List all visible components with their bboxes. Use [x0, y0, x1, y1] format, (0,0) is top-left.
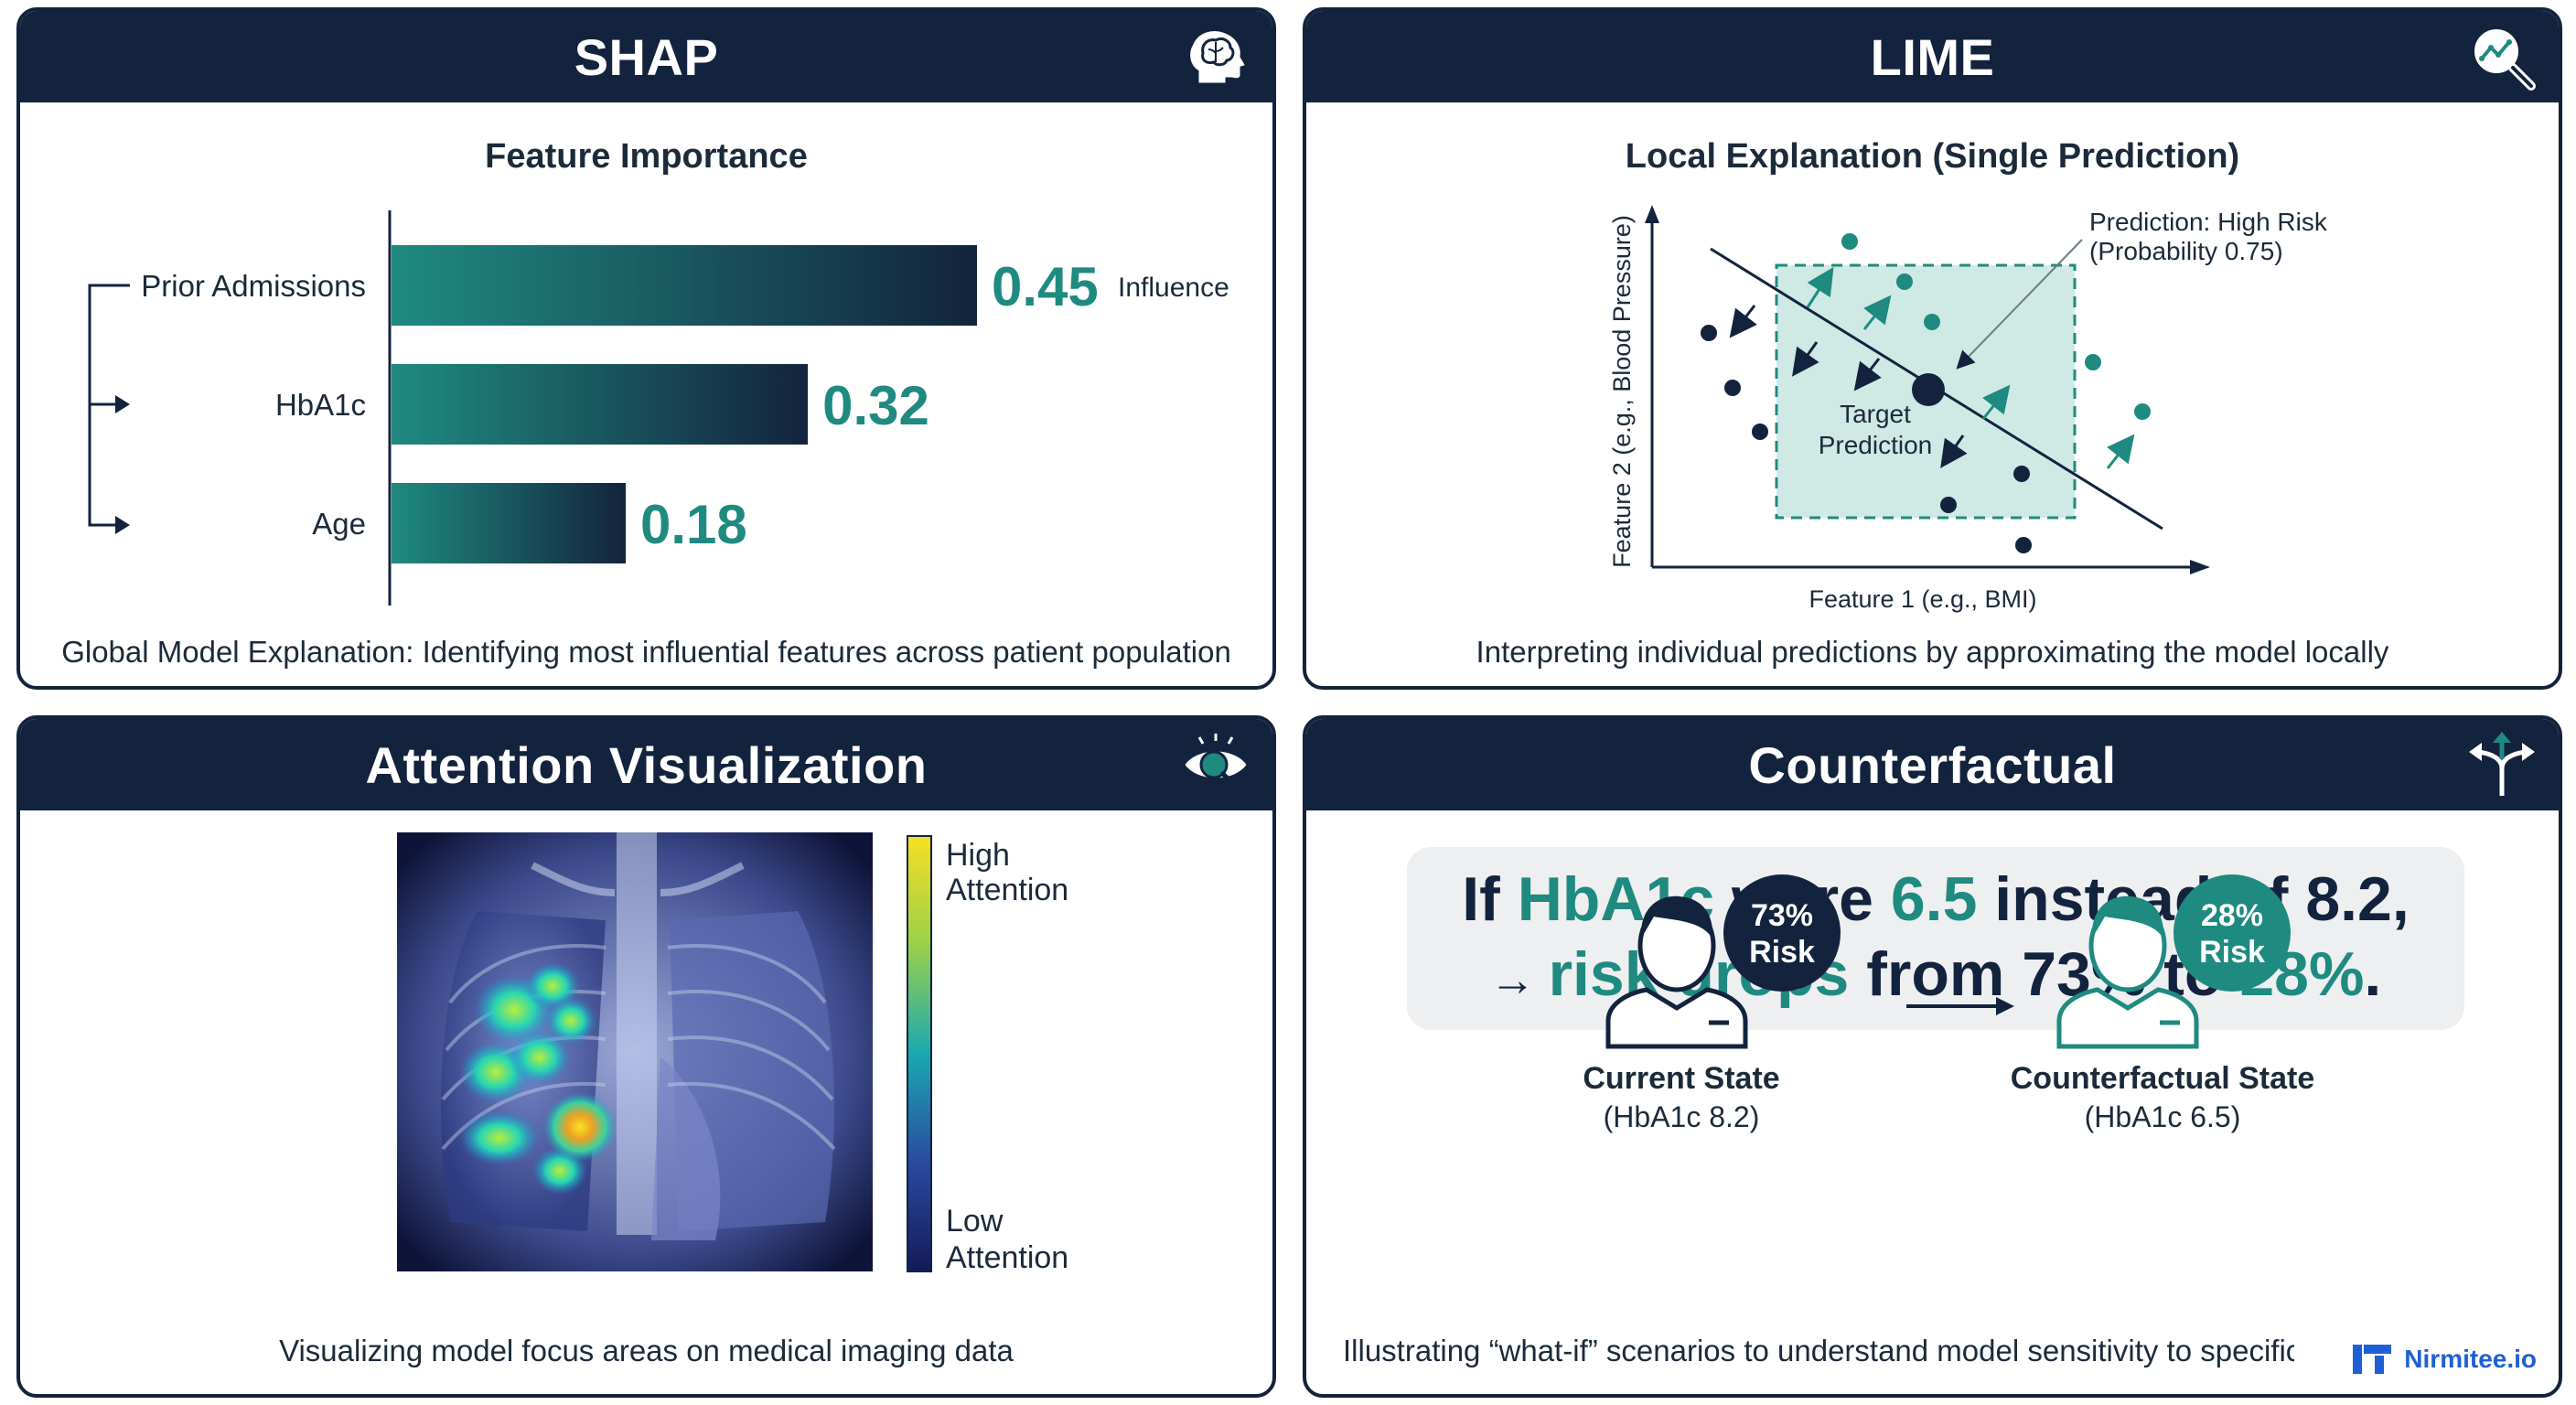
brand-name: Nirmitee.io: [2404, 1345, 2537, 1373]
attention-visual: High Attention Low Attention: [397, 832, 1068, 1275]
cf-text: .: [2364, 939, 2382, 1009]
attention-heatmap: [459, 962, 617, 1195]
feature-label: HbA1c: [275, 388, 366, 422]
perturbation-arrows: [1729, 239, 2135, 469]
counterfactual-caption: Illustrating “what-if” scenarios to unde…: [1343, 1334, 2294, 1367]
scatter-points: [1701, 233, 2151, 553]
shap-caption: Global Model Explanation: Identifying mo…: [61, 635, 1231, 669]
target-label-line1: Target: [1840, 400, 1911, 428]
shap-subtitle: Feature Importance: [485, 137, 808, 176]
person-icon-teal: [2056, 896, 2199, 1049]
attention-colorbar: [907, 835, 932, 1272]
shap-title: SHAP: [574, 27, 719, 86]
shap-panel: SHAP Feature Importance Prior Admissions…: [16, 7, 1276, 690]
colorbar-low-line1: Low: [946, 1204, 1004, 1239]
counterfactual-state-label: Counterfactual State: [2011, 1061, 2315, 1096]
current-risk-badge: [1723, 874, 1841, 992]
point: [2015, 537, 2032, 553]
point: [1752, 424, 1768, 440]
bar-age: [392, 483, 626, 563]
bar-hba1c: [392, 364, 809, 445]
lime-x-label: Feature 1 (e.g., BMI): [1809, 585, 2036, 613]
counterfactual-risk-badge: [2174, 874, 2291, 992]
point: [1896, 273, 1913, 290]
shap-bar-chart: Prior Admissions 0.45 HbA1c 0.32 Age 0.18 Inf…: [88, 210, 1229, 606]
attention-title: Attention Visualization: [365, 735, 928, 794]
influence-label: Influence: [1118, 273, 1229, 303]
attention-header: Attention Visualization: [20, 719, 1272, 810]
cf-text: If: [1462, 864, 1518, 934]
value-label: 0.45: [992, 256, 1099, 317]
brain-head-icon: [1187, 28, 1250, 86]
colorbar-high-line2: Attention: [946, 873, 1068, 907]
cf-new-value: 6.5: [1890, 864, 1978, 934]
current-state-label: Current State: [1583, 1061, 1779, 1096]
counterfactual-state-sub: (HbA1c 6.5): [2085, 1100, 2241, 1133]
target-point: [1912, 373, 1945, 406]
prediction-annotation-line2: (Probability 0.75): [2089, 237, 2283, 265]
lime-caption: Interpreting individual predictions by a…: [1476, 635, 2389, 669]
current-risk-value: 73%: [1751, 898, 1813, 933]
feature-label: Age: [312, 507, 366, 541]
counterfactual-risk-label: Risk: [2199, 935, 2265, 970]
feature-label: Prior Admissions: [141, 269, 366, 303]
value-label: 0.18: [640, 494, 747, 555]
current-state-sub: (HbA1c 8.2): [1604, 1100, 1760, 1133]
counterfactual-title: Counterfactual: [1748, 735, 2117, 794]
counterfactual-comparison: 73% Risk Current State (HbA1c 8.2) 28% R…: [1583, 874, 2315, 1133]
person-icon: [1605, 896, 1748, 1049]
point: [1940, 497, 1957, 513]
prediction-annotation-line1: Prediction: High Risk: [2089, 208, 2328, 236]
lime-y-label: Feature 2 (e.g., Blood Pressure): [1608, 215, 1636, 568]
point: [2085, 354, 2101, 370]
point: [2134, 403, 2151, 420]
attention-caption: Visualizing model focus areas on medical…: [279, 1334, 1014, 1367]
arrow-icon: →: [1489, 954, 1549, 1005]
lime-panel: LIME Local Explanation (Single Predictio…: [1303, 7, 2562, 690]
lime-header: LIME: [1306, 11, 2559, 102]
eye-magnifier-icon: [1180, 734, 1251, 789]
target-label-line2: Prediction: [1819, 431, 1933, 459]
feature-bracket: [88, 284, 130, 534]
shap-header: SHAP: [20, 11, 1272, 102]
current-risk-label: Risk: [1749, 935, 1815, 970]
magnifier-chart-icon: [2471, 26, 2536, 91]
lime-subtitle: Local Explanation (Single Prediction): [1625, 137, 2240, 176]
value-label: 0.32: [822, 375, 929, 436]
counterfactual-header: Counterfactual: [1306, 719, 2559, 810]
counterfactual-risk-value: 28%: [2201, 898, 2263, 933]
point: [1701, 325, 1717, 341]
point: [2013, 466, 2030, 482]
point: [1924, 314, 1940, 330]
nirmitee-logo-icon: [2353, 1345, 2392, 1374]
split-arrow-icon: [2469, 732, 2535, 796]
counterfactual-panel: Counterfactual If HbA1c were 6.5 instead…: [1303, 715, 2562, 1398]
point: [1841, 233, 1858, 250]
lime-scatter: Feature 1 (e.g., BMI) Feature 2 (e.g., B…: [1608, 205, 2328, 613]
attention-panel: Attention Visualization: [16, 715, 1276, 1398]
colorbar-low-line2: Attention: [946, 1240, 1068, 1275]
point: [1724, 380, 1741, 396]
lime-title: LIME: [1870, 27, 1995, 86]
bar-prior-admissions: [392, 245, 977, 326]
colorbar-high-line1: High: [946, 838, 1010, 873]
brand-logo: Nirmitee.io: [2342, 1337, 2546, 1381]
